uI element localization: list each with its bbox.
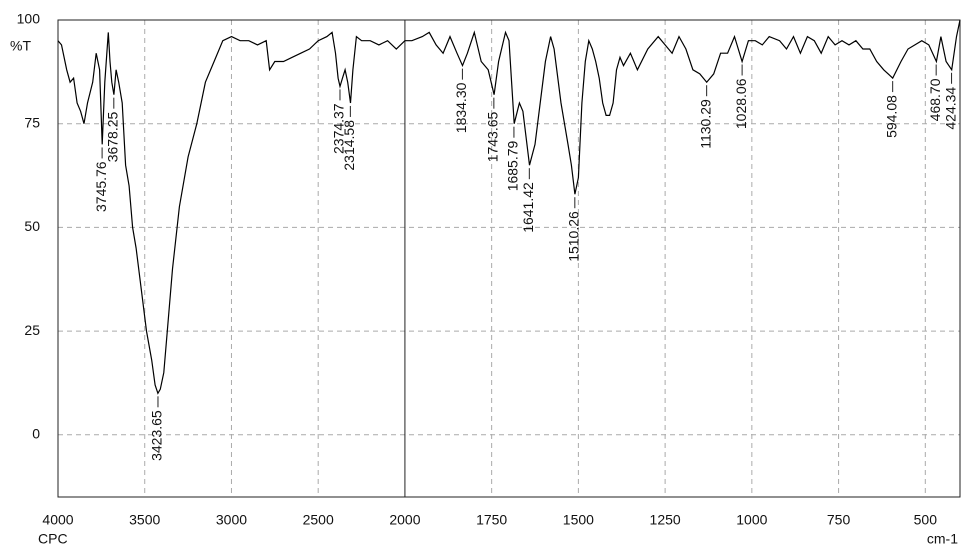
x-axis-label-left: CPC (38, 531, 68, 547)
peak-label: 3745.76 (93, 161, 109, 212)
x-tick-label: 1500 (563, 512, 594, 528)
peak-label: 1743.65 (485, 111, 501, 162)
x-tick-label: 1750 (476, 512, 507, 528)
x-tick-label: 2000 (389, 512, 420, 528)
peak-label: 1130.29 (697, 99, 713, 149)
x-tick-label: 4000 (42, 512, 73, 528)
spectrum-line (57, 19, 961, 395)
y-tick-label: 75 (24, 114, 40, 130)
peak-label: 1834.30 (453, 82, 469, 133)
x-axis-label-right: cm-1 (927, 531, 958, 547)
x-tick-label: 2500 (303, 512, 334, 528)
peak-label: 594.08 (883, 95, 899, 138)
plot-frame (57, 19, 961, 498)
peak-label: 2374.37 (331, 103, 347, 154)
x-tick-label: 3500 (129, 512, 160, 528)
peak-label: 3678.25 (105, 111, 121, 162)
y-tick-label: 50 (24, 218, 40, 234)
x-tick-label: 1000 (736, 512, 767, 528)
y-tick-label: 25 (24, 322, 40, 338)
x-tick-label: 3000 (216, 512, 247, 528)
peak-label: 3423.65 (149, 410, 165, 461)
peak-label: 1641.42 (520, 182, 536, 233)
peak-label: 424.34 (942, 87, 958, 130)
peak-label: 1028.06 (733, 78, 749, 129)
peak-label: 468.70 (927, 78, 943, 121)
peak-label: 1510.26 (566, 211, 582, 262)
y-tick-label: 0 (32, 425, 40, 441)
x-tick-label: 500 (914, 512, 938, 528)
peak-label: 2314.58 (341, 120, 357, 171)
x-tick-label: 750 (827, 512, 851, 528)
x-tick-label: 1250 (650, 512, 681, 528)
peak-label: 1685.79 (505, 140, 521, 191)
y-axis-label: %T (10, 38, 31, 54)
y-tick-label: 100 (17, 11, 41, 27)
